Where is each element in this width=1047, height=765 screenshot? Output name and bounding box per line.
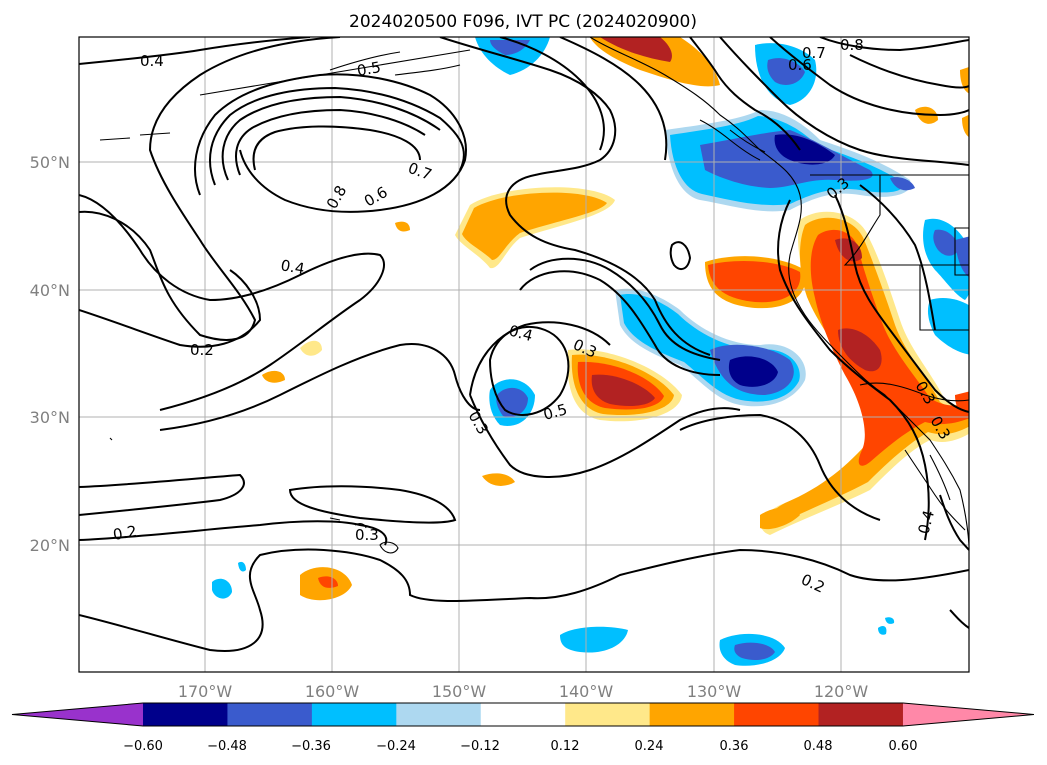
colorbar-extend-min xyxy=(12,703,143,726)
lon-label: 120°W xyxy=(814,682,869,701)
lon-label: 170°W xyxy=(178,682,233,701)
map-content: 0.4 0.5 0.6 0.7 0.8 0.6 0.7 0.8 0.4 0.2 … xyxy=(79,36,969,672)
colorbar-segment xyxy=(396,703,482,726)
colorbar-tick-label: 0.36 xyxy=(720,739,749,754)
lat-label: 30°N xyxy=(30,408,70,427)
contour-label: 0.5 xyxy=(356,58,383,80)
colorbar-tick-label: 0.24 xyxy=(635,739,664,754)
map-frame xyxy=(78,36,970,673)
contour-label: 0.7 xyxy=(802,44,826,62)
colorbar xyxy=(11,702,1035,727)
colorbar-segment xyxy=(480,703,566,726)
contour-label: 0.6 xyxy=(788,56,812,74)
graticule xyxy=(79,37,969,672)
contour-label: 0.4 xyxy=(279,256,306,278)
coastlines xyxy=(99,37,969,554)
colorbar-segment xyxy=(565,703,651,726)
lat-label: 50°N xyxy=(30,153,70,172)
colorbar-tick-label: 0.48 xyxy=(804,739,833,754)
contour-label: 0.4 xyxy=(914,508,938,536)
colorbar-tick-label: −0.12 xyxy=(460,739,500,754)
contour-label: 0.5 xyxy=(541,400,569,424)
lon-label: 160°W xyxy=(305,682,360,701)
colorbar-tick-label: 0.12 xyxy=(551,739,580,754)
colorbar-tick-label: −0.48 xyxy=(207,739,247,754)
lat-label: 40°N xyxy=(30,281,70,300)
colorbar-outline xyxy=(11,702,1035,727)
colorbar-tick-label: 0.60 xyxy=(889,739,918,754)
colorbar-segment xyxy=(734,703,820,726)
colorbar-extend-max xyxy=(902,703,1034,726)
contour-label: 0.4 xyxy=(140,52,164,70)
colorbar-tick-labels: −0.60 −0.48 −0.36 −0.24 −0.12 0.12 0.24 … xyxy=(123,739,917,754)
contour-lines xyxy=(79,37,969,652)
contour-label: 0.8 xyxy=(840,36,864,54)
lon-label: 140°W xyxy=(559,682,614,701)
colorbar-segment xyxy=(818,703,904,726)
map-panel: 0.4 0.5 0.6 0.7 0.8 0.6 0.7 0.8 0.4 0.2 … xyxy=(78,36,970,673)
colorbar-tick-label: −0.60 xyxy=(123,739,163,754)
contour-label: 0.3 xyxy=(355,526,379,544)
longitude-labels: 170°W 160°W 150°W 140°W 130°W 120°W xyxy=(178,682,869,701)
colorbar-segment xyxy=(227,703,313,726)
lon-label: 150°W xyxy=(432,682,487,701)
colorbar-segment xyxy=(311,703,397,726)
contour-label: 0.2 xyxy=(112,522,139,544)
lon-label: 130°W xyxy=(687,682,742,701)
contour-label: 0.2 xyxy=(190,341,214,359)
figure-title: 2024020500 F096, IVT PC (2024020900) xyxy=(349,12,697,32)
latitude-labels: 50°N 40°N 30°N 20°N xyxy=(30,153,70,555)
colorbar-tick-label: −0.24 xyxy=(376,739,416,754)
colorbar-segment xyxy=(649,703,735,726)
positive-ivt-shading xyxy=(262,37,969,601)
contour-label: 0.4 xyxy=(507,321,535,345)
colorbar-segment xyxy=(143,703,228,726)
lat-label: 20°N xyxy=(30,536,70,555)
colorbar-tick-label: −0.36 xyxy=(291,739,331,754)
